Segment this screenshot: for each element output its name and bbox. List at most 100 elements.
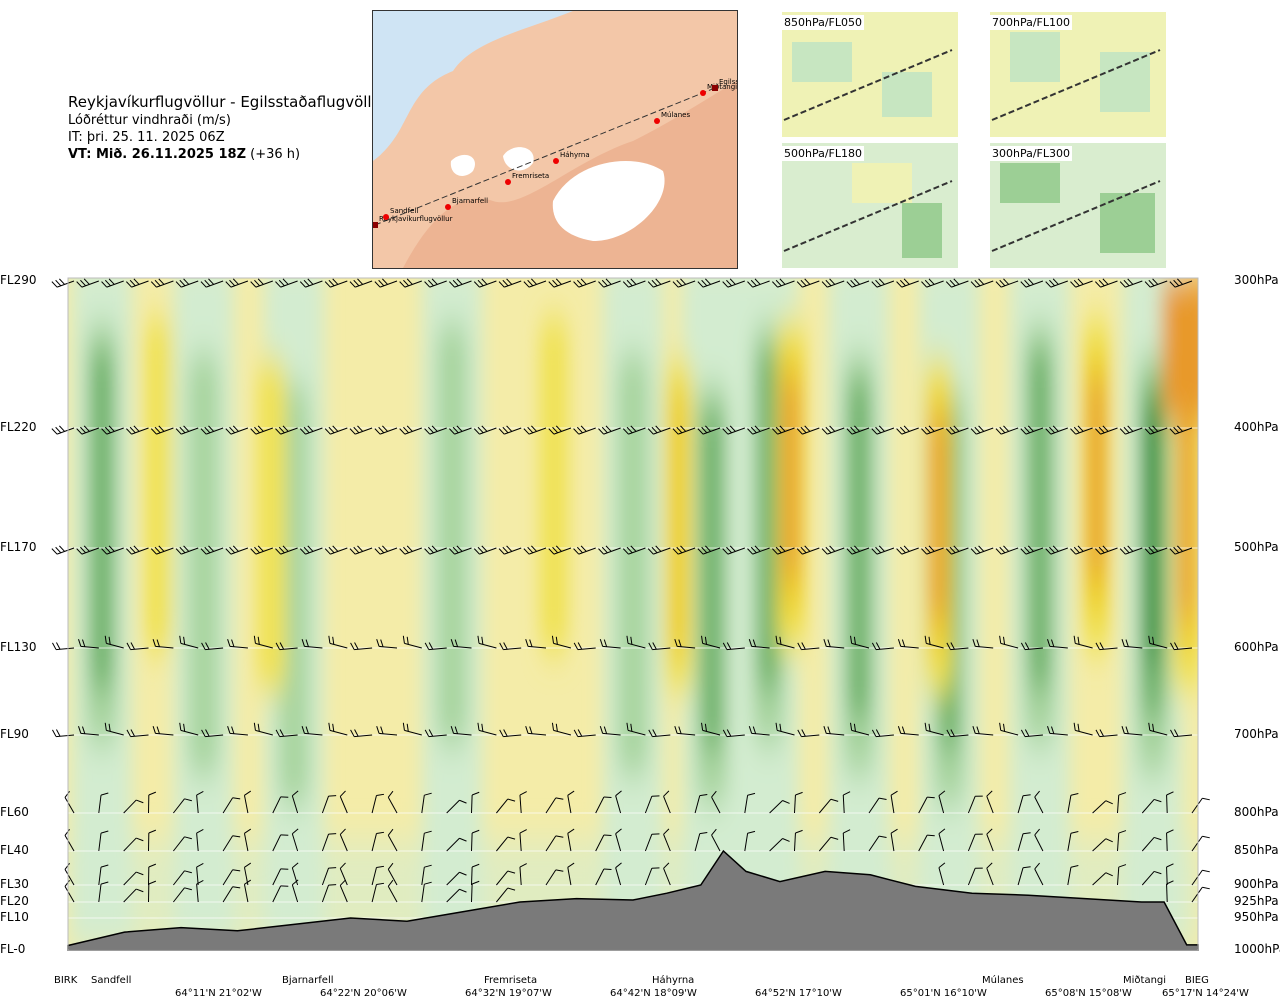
barb-tick bbox=[376, 639, 380, 647]
barb-tick bbox=[154, 279, 161, 287]
barb-tick bbox=[183, 278, 190, 285]
barb-staff bbox=[106, 547, 124, 555]
wind-barb bbox=[349, 425, 373, 435]
wind-barb bbox=[275, 278, 298, 288]
barb-tick bbox=[1173, 279, 1180, 287]
barb-staff bbox=[1017, 867, 1024, 886]
barb-tick bbox=[928, 545, 935, 552]
barb-tick bbox=[801, 729, 806, 737]
barb-tick bbox=[903, 278, 910, 285]
barb-tick bbox=[772, 281, 778, 288]
downdraft-core bbox=[617, 353, 649, 777]
barb-tick bbox=[598, 548, 605, 555]
wind-barb bbox=[1119, 425, 1143, 435]
barb-tick bbox=[1045, 281, 1052, 288]
barb-tick bbox=[424, 830, 432, 834]
barb-tick bbox=[699, 794, 708, 797]
barb-tick bbox=[380, 726, 384, 734]
wind-barb bbox=[769, 800, 790, 814]
wind-barb bbox=[772, 545, 795, 555]
barb-tick bbox=[830, 836, 839, 840]
wind-barb bbox=[797, 642, 820, 651]
barb-staff bbox=[976, 547, 994, 555]
wind-barb bbox=[868, 835, 887, 852]
barb-tick bbox=[804, 425, 811, 432]
barb-tick bbox=[576, 546, 583, 554]
barb-staff bbox=[976, 280, 994, 288]
barb-staff bbox=[123, 837, 137, 852]
wind-barb bbox=[1166, 829, 1174, 852]
barb-tick bbox=[1121, 639, 1125, 647]
barb-tick bbox=[481, 278, 488, 285]
barb-tick bbox=[651, 426, 658, 434]
barb-staff bbox=[156, 280, 174, 288]
barb-tick bbox=[899, 426, 906, 434]
barb-tick bbox=[1123, 279, 1130, 287]
barb-tick bbox=[890, 828, 898, 834]
wind-barb bbox=[371, 831, 385, 852]
barb-staff bbox=[471, 832, 473, 852]
barb-tick bbox=[782, 800, 790, 804]
barb-staff bbox=[603, 280, 621, 288]
barb-staff bbox=[702, 427, 721, 435]
wind-barb bbox=[173, 870, 192, 886]
barb-tick bbox=[1070, 793, 1079, 796]
wind-barb bbox=[1070, 545, 1093, 555]
barb-tick bbox=[519, 829, 527, 834]
barb-staff bbox=[330, 547, 348, 555]
barb-staff bbox=[1001, 280, 1019, 288]
barb-tick bbox=[278, 279, 285, 287]
barb-tick bbox=[525, 639, 529, 647]
wind-barb bbox=[748, 726, 770, 736]
wind-barb bbox=[1166, 863, 1174, 886]
wind-barb bbox=[599, 726, 621, 736]
plot-frame bbox=[67, 277, 1199, 951]
barb-staff bbox=[429, 547, 447, 555]
barb-tick bbox=[775, 635, 778, 644]
barb-staff bbox=[926, 729, 944, 736]
barb-tick bbox=[1077, 723, 1080, 732]
barb-staff bbox=[291, 795, 299, 814]
barb-staff bbox=[272, 885, 282, 903]
barb-tick bbox=[503, 642, 508, 650]
barb-tick bbox=[280, 834, 289, 836]
barb-staff bbox=[545, 835, 557, 852]
wind-barb bbox=[328, 635, 348, 649]
barb-staff bbox=[196, 795, 199, 814]
barb-staff bbox=[56, 547, 75, 555]
barb-tick bbox=[697, 281, 704, 288]
barb-tick bbox=[676, 546, 683, 554]
barb-tick bbox=[133, 278, 140, 285]
barb-tick bbox=[427, 546, 434, 554]
barb-tick bbox=[424, 729, 430, 737]
wind-barb bbox=[545, 835, 564, 852]
wind-barb bbox=[970, 545, 994, 555]
barb-tick bbox=[651, 795, 660, 797]
barb-tick bbox=[328, 722, 331, 731]
barb-tick bbox=[81, 639, 86, 647]
barb-tick bbox=[1095, 281, 1101, 288]
barb-tick bbox=[303, 279, 310, 287]
x-waypoint-label: Háhyrna bbox=[652, 975, 695, 986]
barb-tick bbox=[875, 546, 882, 554]
barb-tick bbox=[950, 642, 955, 650]
wind-barb bbox=[1047, 639, 1068, 649]
barb-tick bbox=[154, 546, 161, 554]
barb-tick bbox=[374, 428, 381, 435]
barb-tick bbox=[402, 635, 405, 644]
barb-tick bbox=[179, 546, 186, 554]
barb-tick bbox=[257, 545, 264, 552]
barb-tick bbox=[622, 428, 629, 435]
minimap-label: 300hPa/FL300 bbox=[990, 146, 1073, 161]
barb-staff bbox=[1174, 547, 1193, 555]
barb-tick bbox=[603, 639, 608, 647]
barb-tick bbox=[55, 426, 62, 434]
barb-staff bbox=[1050, 547, 1068, 555]
barb-staff bbox=[181, 427, 199, 435]
barb-tick bbox=[205, 642, 210, 650]
wind-barb bbox=[626, 722, 646, 736]
downdraft-core bbox=[187, 353, 220, 777]
barb-tick bbox=[529, 726, 533, 734]
barb-tick bbox=[750, 546, 757, 554]
barb-tick bbox=[630, 636, 633, 645]
